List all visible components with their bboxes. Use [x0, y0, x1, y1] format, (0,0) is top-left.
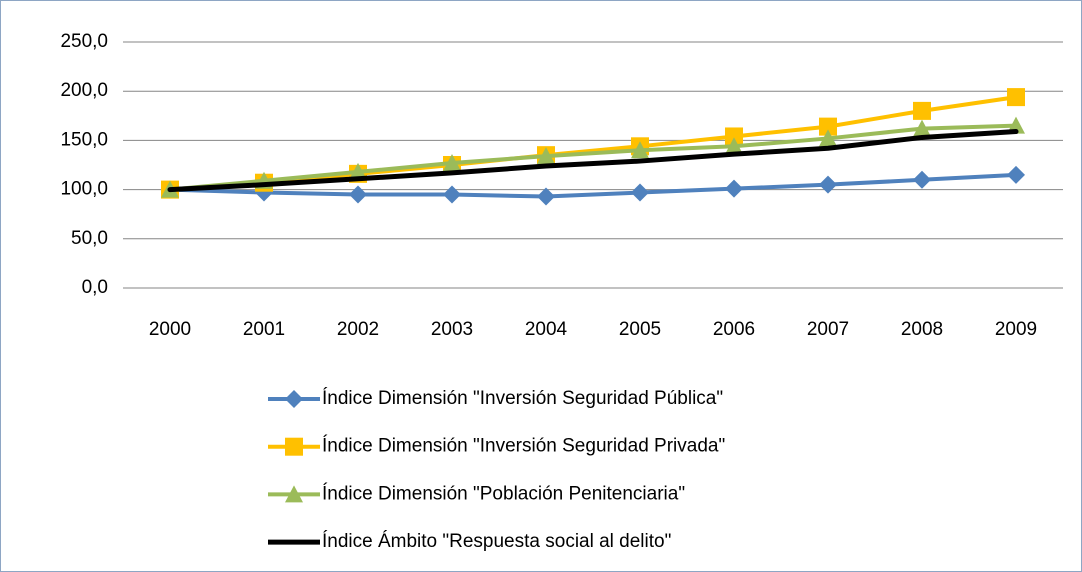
data-point [349, 162, 367, 180]
data-point [913, 119, 931, 137]
legend-label: Índice Dimensión "Inversión Seguridad Pú… [322, 388, 723, 409]
data-point [443, 154, 461, 172]
x-tick-label: 2009 [995, 319, 1037, 340]
data-point [819, 175, 837, 194]
series-line [167, 129, 1019, 193]
data-point [819, 117, 837, 136]
series-line [168, 123, 1018, 192]
y-tick-label: 50,0 [71, 228, 108, 249]
y-tick-label: 100,0 [60, 179, 108, 200]
data-point [1007, 165, 1025, 184]
legend-label: Índice Ámbito "Respuesta social al delit… [322, 531, 671, 552]
y-tick-label: 0,0 [82, 277, 108, 298]
x-tick-label: 2008 [901, 319, 943, 340]
x-tick-label: 2003 [431, 319, 473, 340]
x-tick-label: 2001 [243, 319, 285, 340]
data-point [913, 101, 931, 120]
legend-marker [285, 485, 303, 503]
x-tick-label: 2002 [337, 319, 379, 340]
data-point [725, 127, 743, 146]
series-line [168, 172, 1018, 199]
data-point [537, 187, 555, 206]
data-point [349, 185, 367, 204]
x-tick-label: 2005 [619, 319, 661, 340]
y-tick-label: 150,0 [60, 129, 108, 150]
y-tick-label: 200,0 [60, 80, 108, 101]
data-point [537, 147, 555, 165]
x-tick-label: 2007 [807, 319, 849, 340]
legend-marker [285, 437, 303, 456]
data-point [631, 141, 649, 159]
x-tick-label: 2006 [713, 319, 755, 340]
y-tick-label: 250,0 [60, 31, 108, 52]
x-tick-label: 2004 [525, 319, 568, 340]
data-point [631, 183, 649, 202]
x-tick-label: 2000 [149, 319, 191, 340]
data-point [443, 185, 461, 204]
data-point [725, 137, 743, 155]
legend-marker [285, 390, 303, 408]
data-point [725, 179, 743, 198]
data-point [1007, 88, 1025, 107]
legend-label: Índice Dimensión "Población Penitenciari… [322, 483, 685, 504]
legend-label: Índice Dimensión "Inversión Seguridad Pr… [322, 436, 725, 457]
data-point [819, 129, 837, 147]
data-point [913, 170, 931, 189]
